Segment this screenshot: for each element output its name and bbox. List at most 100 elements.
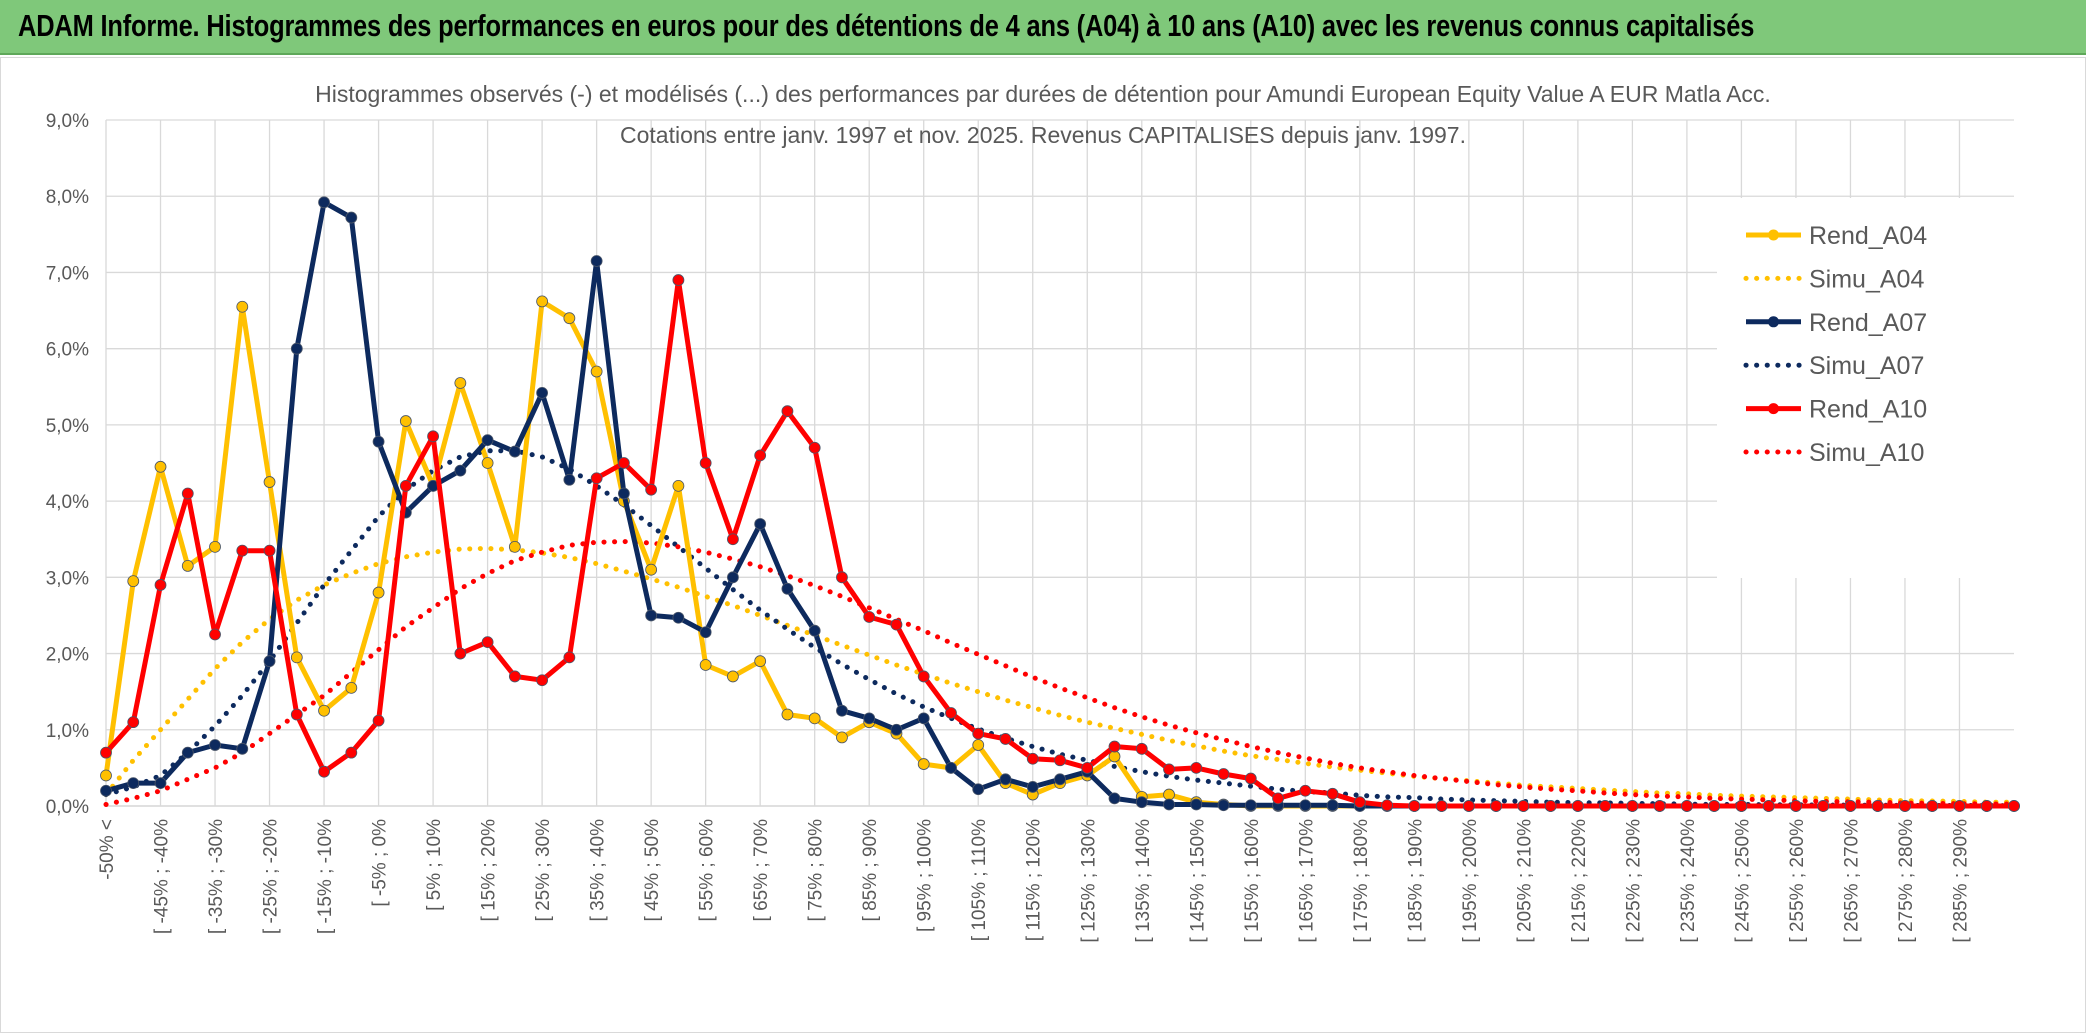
data-point-rend_a07: [1190, 798, 1203, 811]
data-point-rend_a04: [209, 540, 221, 553]
data-point-rend_a04: [454, 377, 467, 389]
data-point-rend_a07: [209, 739, 221, 751]
grid-layer: [105, 119, 2014, 807]
data-point-rend_a10: [1490, 800, 1503, 812]
data-point-rend_a10: [727, 533, 739, 546]
data-point-rend_a07: [563, 473, 576, 486]
legend-label-simu_a04: Simu_A04: [1809, 265, 1924, 293]
x-tick-label: [ 275% ; 280%: [1896, 819, 1917, 943]
data-point-rend_a10: [917, 670, 930, 683]
data-point-rend_a10: [1980, 800, 1993, 812]
data-point-rend_a10: [345, 746, 358, 759]
data-point-rend_a04: [536, 295, 549, 308]
data-point-rend_a10: [236, 544, 249, 557]
x-tick-label: [ 135% ; 140%: [1133, 819, 1154, 943]
x-tick-label: [ 5% ; 10%: [424, 819, 445, 911]
data-point-rend_a07: [318, 196, 330, 209]
data-point-rend_a04: [236, 300, 249, 313]
data-point-rend_a07: [1217, 799, 1230, 812]
chart-area: Histogrammes observés (-) et modélisés (…: [0, 57, 2086, 1033]
chart-title: Histogrammes observés (-) et modélisés (…: [315, 81, 1771, 107]
legend-label-simu_a10: Simu_A10: [1809, 439, 1924, 467]
chart-svg: Histogrammes observés (-) et modélisés (…: [46, 81, 2057, 943]
data-point-rend_a07: [1108, 792, 1121, 805]
data-point-rend_a07: [972, 783, 985, 796]
data-point-rend_a07: [1026, 781, 1039, 793]
data-point-rend_a07: [454, 464, 467, 477]
data-point-rend_a10: [945, 707, 957, 719]
data-point-rend_a10: [1517, 800, 1530, 812]
legend-marker-rend_a04: [1768, 229, 1779, 241]
data-point-rend_a10: [590, 472, 603, 485]
data-point-rend_a10: [1299, 784, 1312, 797]
data-point-rend_a07: [1244, 799, 1257, 812]
data-point-rend_a07: [890, 723, 903, 736]
data-point-rend_a10: [1653, 800, 1666, 812]
x-tick-label: [ -15% ; -10%: [315, 819, 336, 934]
data-point-rend_a10: [699, 457, 712, 469]
data-point-rend_a04: [481, 457, 494, 469]
data-point-rend_a07: [699, 626, 712, 639]
data-point-rend_a04: [808, 712, 821, 725]
data-point-rend_a10: [1871, 800, 1884, 812]
x-tick-label: [ 285% ; 290%: [1950, 819, 1971, 943]
y-tick-label: 4,0%: [46, 492, 89, 513]
data-point-rend_a07: [290, 342, 303, 355]
data-point-rend_a10: [1353, 796, 1366, 809]
x-tick-label: [ 15% ; 20%: [479, 819, 500, 922]
data-point-rend_a10: [1462, 800, 1475, 812]
data-point-rend_a04: [917, 758, 930, 770]
data-point-rend_a10: [1326, 787, 1339, 800]
data-point-rend_a10: [508, 670, 521, 683]
data-point-rend_a10: [645, 483, 658, 496]
data-point-rend_a07: [590, 255, 603, 267]
data-point-rend_a10: [1272, 792, 1284, 805]
x-tick-label: [ 25% ; 30%: [533, 819, 554, 922]
data-point-rend_a04: [127, 575, 140, 588]
data-point-rend_a07: [781, 582, 794, 595]
chart-subtitle: Cotations entre janv. 1997 et nov. 2025.…: [620, 122, 1466, 148]
data-point-rend_a10: [536, 674, 549, 687]
data-point-rend_a07: [100, 784, 112, 797]
y-tick-label: 8,0%: [46, 187, 89, 208]
data-point-rend_a07: [372, 435, 385, 448]
x-tick-label: -50% <: [97, 819, 118, 880]
x-tick-label: [ 65% ; 70%: [751, 819, 772, 922]
data-point-rend_a04: [399, 415, 412, 427]
data-point-rend_a04: [563, 312, 576, 325]
data-point-rend_a07: [154, 777, 167, 790]
data-point-rend_a10: [399, 479, 412, 492]
data-point-rend_a10: [1817, 800, 1830, 812]
data-point-rend_a07: [1054, 773, 1066, 786]
data-point-rend_a10: [427, 430, 439, 443]
data-point-rend_a10: [890, 618, 903, 631]
data-point-rend_a10: [781, 405, 794, 418]
data-point-rend_a10: [372, 714, 385, 727]
y-tick-label: 9,0%: [46, 111, 89, 132]
x-tick-label: [ -25% ; -20%: [261, 819, 282, 934]
y-tick-label: 7,0%: [46, 263, 89, 284]
data-point-rend_a07: [536, 386, 549, 399]
data-point-rend_a07: [945, 761, 957, 774]
x-tick-label: [ 255% ; 260%: [1787, 819, 1808, 943]
data-point-rend_a10: [1762, 800, 1775, 812]
legend-box: [1717, 198, 2057, 578]
x-tick-label: [ 195% ; 200%: [1460, 819, 1481, 943]
data-point-rend_a04: [645, 563, 658, 576]
data-point-rend_a04: [590, 365, 603, 378]
data-point-rend_a04: [754, 655, 767, 668]
data-point-rend_a07: [236, 742, 249, 755]
data-point-rend_a07: [836, 704, 848, 717]
data-point-rend_a10: [1163, 763, 1175, 776]
x-tick-label: [ 215% ; 220%: [1569, 819, 1590, 943]
data-point-rend_a10: [563, 651, 576, 664]
legend-marker-rend_a07: [1768, 316, 1779, 328]
data-point-rend_a07: [1163, 798, 1175, 811]
data-point-rend_a10: [1381, 799, 1393, 812]
data-point-rend_a10: [1735, 800, 1748, 812]
x-tick-label: [ 265% ; 270%: [1841, 819, 1862, 943]
data-point-rend_a10: [454, 647, 467, 660]
data-point-rend_a10: [1844, 800, 1857, 812]
data-point-rend_a10: [127, 716, 140, 729]
x-tick-label: [ -35% ; -30%: [206, 819, 227, 934]
